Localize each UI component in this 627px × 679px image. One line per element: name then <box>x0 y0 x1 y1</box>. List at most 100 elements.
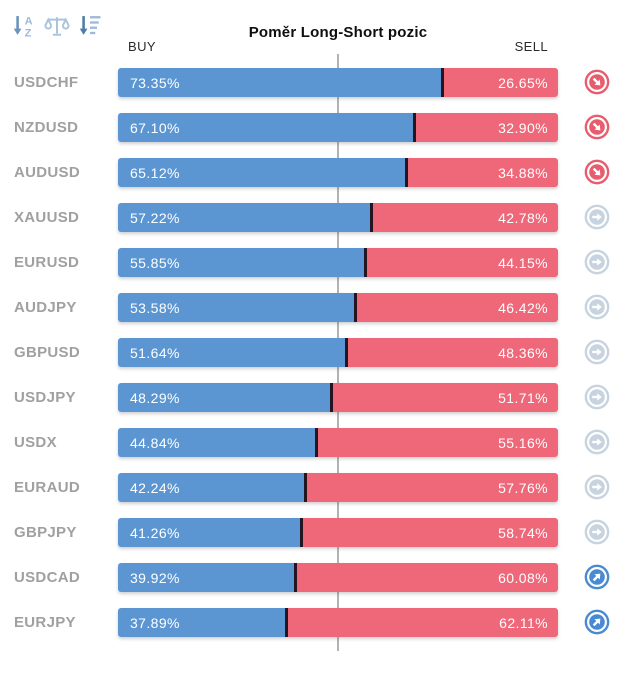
table-row: GBPUSD 51.64% 48.36% <box>0 338 627 367</box>
table-row: EURAUD 42.24% 57.76% <box>0 473 627 502</box>
trend-down-icon <box>584 69 610 95</box>
buy-column-header: BUY <box>128 39 156 54</box>
trend-neutral-icon <box>584 249 610 275</box>
buy-bar: 53.58% <box>118 293 354 322</box>
pair-label: EURJPY <box>14 614 76 631</box>
trend-neutral-icon <box>584 294 610 320</box>
ratio-bar: 67.10% 32.90% <box>118 113 558 142</box>
table-row: AUDJPY 53.58% 46.42% <box>0 293 627 322</box>
buy-bar: 67.10% <box>118 113 414 142</box>
page-title: Poměr Long-Short pozic <box>248 24 428 41</box>
table-row: USDCAD 39.92% 60.08% <box>0 563 627 592</box>
sell-bar: 48.36% <box>348 338 558 367</box>
sell-value: 26.65% <box>498 74 548 91</box>
sell-bar: 62.11% <box>287 608 558 637</box>
pair-label: AUDJPY <box>14 299 77 316</box>
pair-label: EURAUD <box>14 479 80 496</box>
bar-divider <box>303 473 307 502</box>
svg-text:A: A <box>25 15 33 27</box>
sell-value: 32.90% <box>498 119 548 136</box>
sell-bar: 60.08% <box>296 563 558 592</box>
sell-value: 42.78% <box>498 209 548 226</box>
ratio-bar: 73.35% 26.65% <box>118 68 558 97</box>
sell-value: 55.16% <box>498 434 548 451</box>
pair-label: XAUUSD <box>14 209 80 226</box>
buy-bar: 73.35% <box>118 68 441 97</box>
bar-divider <box>345 338 349 367</box>
bar-divider <box>413 113 417 142</box>
sell-value: 46.42% <box>498 299 548 316</box>
buy-bar: 51.64% <box>118 338 346 367</box>
ratio-bar: 42.24% 57.76% <box>118 473 558 502</box>
bar-divider <box>330 383 334 412</box>
table-row: USDJPY 48.29% 51.71% <box>0 383 627 412</box>
buy-value: 55.85% <box>130 254 180 271</box>
ratio-rows: USDCHF 73.35% 26.65% <box>0 68 627 653</box>
bar-divider <box>299 518 303 547</box>
pair-label: USDCHF <box>14 74 79 91</box>
svg-text:Z: Z <box>25 28 32 40</box>
sort-amount-desc-icon[interactable] <box>76 12 104 40</box>
table-row: GBPJPY 41.26% 58.74% <box>0 518 627 547</box>
sell-value: 34.88% <box>498 164 548 181</box>
pair-label: NZDUSD <box>14 119 79 136</box>
sell-bar: 57.76% <box>306 473 558 502</box>
buy-bar: 39.92% <box>118 563 294 592</box>
ratio-bar: 53.58% 46.42% <box>118 293 558 322</box>
pair-label: USDCAD <box>14 569 80 586</box>
trend-neutral-icon <box>584 474 610 500</box>
bar-divider <box>293 563 297 592</box>
bar-divider <box>353 293 357 322</box>
buy-bar: 44.84% <box>118 428 316 457</box>
column-headers: BUY SELL <box>118 39 558 54</box>
table-row: USDX 44.84% 55.16% <box>0 428 627 457</box>
trend-neutral-icon <box>584 204 610 230</box>
buy-value: 53.58% <box>130 299 180 316</box>
trend-down-icon <box>584 114 610 140</box>
bar-divider <box>404 158 408 187</box>
trend-up-icon <box>584 564 610 590</box>
ratio-bar: 55.85% 44.15% <box>118 248 558 277</box>
balance-scale-icon[interactable] <box>43 12 71 40</box>
buy-value: 51.64% <box>130 344 180 361</box>
trend-down-icon <box>584 159 610 185</box>
sort-toolbar: A Z <box>10 12 104 40</box>
sell-value: 60.08% <box>498 569 548 586</box>
trend-up-icon <box>584 609 610 635</box>
buy-value: 42.24% <box>130 479 180 496</box>
pair-label: GBPUSD <box>14 344 80 361</box>
sell-value: 51.71% <box>498 389 548 406</box>
sell-bar: 58.74% <box>302 518 558 547</box>
ratio-bar: 39.92% 60.08% <box>118 563 558 592</box>
pair-label: GBPJPY <box>14 524 77 541</box>
sell-value: 44.15% <box>498 254 548 271</box>
sell-bar: 51.71% <box>333 383 558 412</box>
sell-column-header: SELL <box>514 39 548 54</box>
bar-divider <box>284 608 288 637</box>
buy-value: 37.89% <box>130 614 180 631</box>
sell-bar: 55.16% <box>318 428 558 457</box>
trend-neutral-icon <box>584 339 610 365</box>
trend-neutral-icon <box>584 429 610 455</box>
ratio-bar: 51.64% 48.36% <box>118 338 558 367</box>
buy-bar: 42.24% <box>118 473 304 502</box>
sell-value: 57.76% <box>498 479 548 496</box>
buy-bar: 57.22% <box>118 203 370 232</box>
buy-bar: 48.29% <box>118 383 331 412</box>
buy-bar: 37.89% <box>118 608 285 637</box>
sell-value: 62.11% <box>499 614 548 631</box>
pair-label: USDX <box>14 434 57 451</box>
ratio-bar: 44.84% 55.16% <box>118 428 558 457</box>
pair-label: USDJPY <box>14 389 76 406</box>
pair-label: AUDUSD <box>14 164 80 181</box>
buy-value: 48.29% <box>130 389 180 406</box>
ratio-bar: 37.89% 62.11% <box>118 608 558 637</box>
sort-alphabetical-icon[interactable]: A Z <box>10 12 38 40</box>
pair-label: EURUSD <box>14 254 80 271</box>
trend-neutral-icon <box>584 519 610 545</box>
sell-bar: 46.42% <box>356 293 558 322</box>
buy-value: 39.92% <box>130 569 180 586</box>
ratio-bar: 48.29% 51.71% <box>118 383 558 412</box>
buy-bar: 41.26% <box>118 518 300 547</box>
